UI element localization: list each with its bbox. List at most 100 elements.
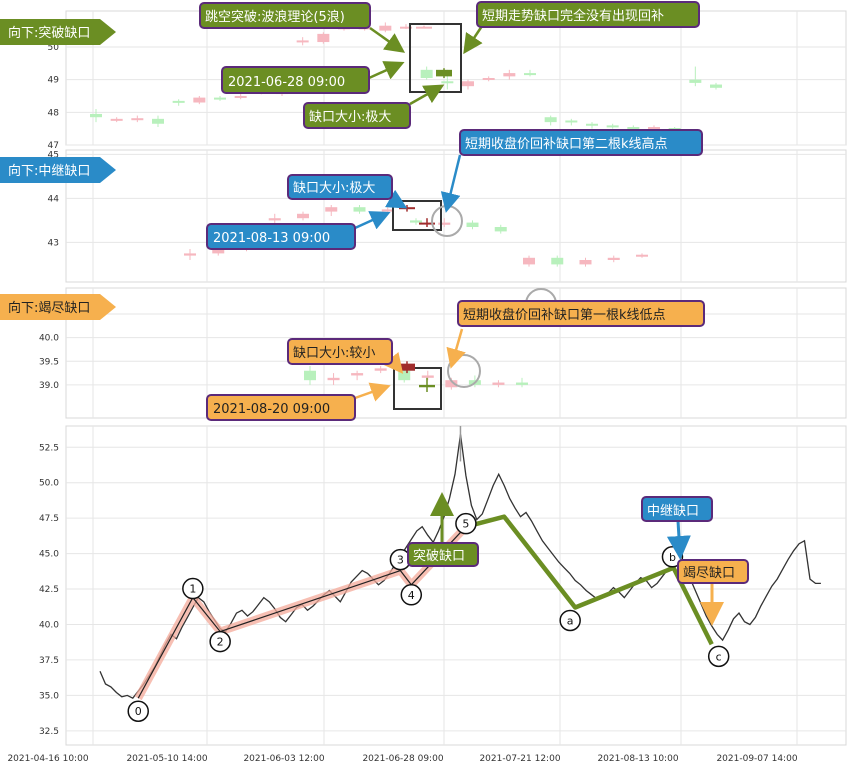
candle <box>523 255 535 267</box>
wave-label: 2 <box>209 630 231 653</box>
side-label-exhaustion: 向下:竭尽缺口 <box>8 300 90 316</box>
x-tick-label: 2021-07-21 12:00 <box>479 754 560 764</box>
candle <box>482 76 495 82</box>
event-breakaway-gap: 突破缺口 <box>413 548 465 564</box>
y-tick-label: 45.0 <box>39 550 59 560</box>
continuation-arrow <box>666 520 691 560</box>
candle <box>636 253 648 258</box>
svg-text:1: 1 <box>189 583 196 596</box>
candle <box>606 123 619 129</box>
annotation-gap-time: 2021-08-20 09:00 <box>213 402 330 417</box>
candle <box>214 95 226 101</box>
candle <box>297 211 309 221</box>
side-label-breakaway: 向下:突破缺口 <box>8 25 90 41</box>
candle <box>268 213 281 225</box>
candle <box>398 368 411 383</box>
candle <box>351 370 364 381</box>
candle <box>379 22 392 33</box>
svg-text:4: 4 <box>408 589 415 602</box>
y-tick-label: 44 <box>48 194 60 204</box>
svg-text:c: c <box>716 650 722 663</box>
x-tick-label: 2021-08-13 10:00 <box>597 754 678 764</box>
candle <box>586 122 598 129</box>
y-tick-label: 39.0 <box>39 381 59 391</box>
annotation-gap-status: 短期走势缺口完全没有出现回补 <box>482 8 664 24</box>
event-exhaustion-gap: 竭尽缺口 <box>683 566 735 581</box>
gap-candle <box>419 377 435 392</box>
gap-highlight-box <box>393 367 442 410</box>
candle <box>438 218 451 227</box>
side-label-arrow <box>0 157 116 183</box>
y-tick-label: 47 <box>48 141 59 151</box>
y-tick-label: 37.5 <box>39 656 59 666</box>
gap-candle <box>419 218 435 227</box>
candle <box>90 109 102 123</box>
candle <box>152 115 164 128</box>
candle <box>551 255 564 267</box>
candle <box>410 218 422 225</box>
svg-text:5: 5 <box>462 518 469 531</box>
candle <box>492 380 505 388</box>
candle <box>110 117 123 123</box>
candle <box>131 115 144 123</box>
candle <box>607 255 620 263</box>
side-label-continuation: 向下:中继缺口 <box>8 163 90 179</box>
candle <box>374 366 387 374</box>
candle <box>184 249 196 260</box>
y-tick-label: 43 <box>48 238 59 248</box>
annotation-gap-time: 2021-06-28 09:00 <box>228 75 345 90</box>
candle <box>524 69 536 77</box>
candle <box>544 115 557 126</box>
y-tick-label: 47.5 <box>39 514 59 524</box>
svg-text:0: 0 <box>135 705 142 718</box>
candle <box>304 366 316 385</box>
y-tick-label: 32.5 <box>39 727 59 737</box>
candle <box>421 370 434 381</box>
candle <box>327 373 340 385</box>
annotation-wave-theory: 跳空突破:波浪理论(5浪) <box>205 9 345 25</box>
candle <box>172 99 185 106</box>
x-tick-label: 2021-05-10 14:00 <box>126 754 207 764</box>
annotation-gap-size: 缺口大小:极大 <box>293 181 375 196</box>
y-tick-label: 48 <box>48 108 60 118</box>
side-label-arrow <box>0 19 116 45</box>
candle <box>317 32 330 44</box>
y-tick-label: 39.5 <box>39 357 59 367</box>
annotation-arrows <box>354 25 484 402</box>
candle <box>420 66 433 80</box>
abc-label: c <box>707 645 730 668</box>
svg-text:2: 2 <box>217 636 224 649</box>
y-tick-label: 50.0 <box>39 479 59 489</box>
candle <box>503 69 516 80</box>
svg-text:b: b <box>669 551 676 564</box>
candle <box>565 118 578 126</box>
candle <box>579 257 592 267</box>
y-tick-label: 52.5 <box>39 443 59 453</box>
wave-line <box>137 526 467 699</box>
x-tick-label: 2021-06-28 09:00 <box>362 754 443 764</box>
gap-candle <box>416 25 432 29</box>
candle <box>325 205 338 216</box>
event-continuation-gap: 中继缺口 <box>647 504 699 519</box>
annotation-gap-time: 2021-08-13 09:00 <box>213 231 330 246</box>
y-tick-label: 40.0 <box>39 620 59 630</box>
side-label-arrow <box>0 294 116 320</box>
candle <box>400 24 412 29</box>
y-tick-label: 45 <box>48 150 59 160</box>
annotation-gap-size: 缺口大小:极大 <box>309 110 391 125</box>
x-tick-label: 2021-09-07 14:00 <box>716 754 797 764</box>
y-tick-label: 42.5 <box>39 585 59 595</box>
gap-highlight-box <box>392 200 442 231</box>
candle <box>516 377 528 388</box>
wave-label: 5 <box>455 512 477 535</box>
candle <box>494 224 507 234</box>
svg-text:a: a <box>567 614 574 627</box>
y-tick-label: 50 <box>48 43 60 53</box>
candle <box>466 220 479 230</box>
breakaway-gap-panel: 47 48 49 50 <box>48 10 847 151</box>
wave-label: 4 <box>400 584 423 606</box>
annotation-gap-status: 短期收盘价回补缺口第一根k线低点 <box>463 307 666 323</box>
gap-candle <box>436 68 452 78</box>
abc-label: a <box>559 609 581 632</box>
